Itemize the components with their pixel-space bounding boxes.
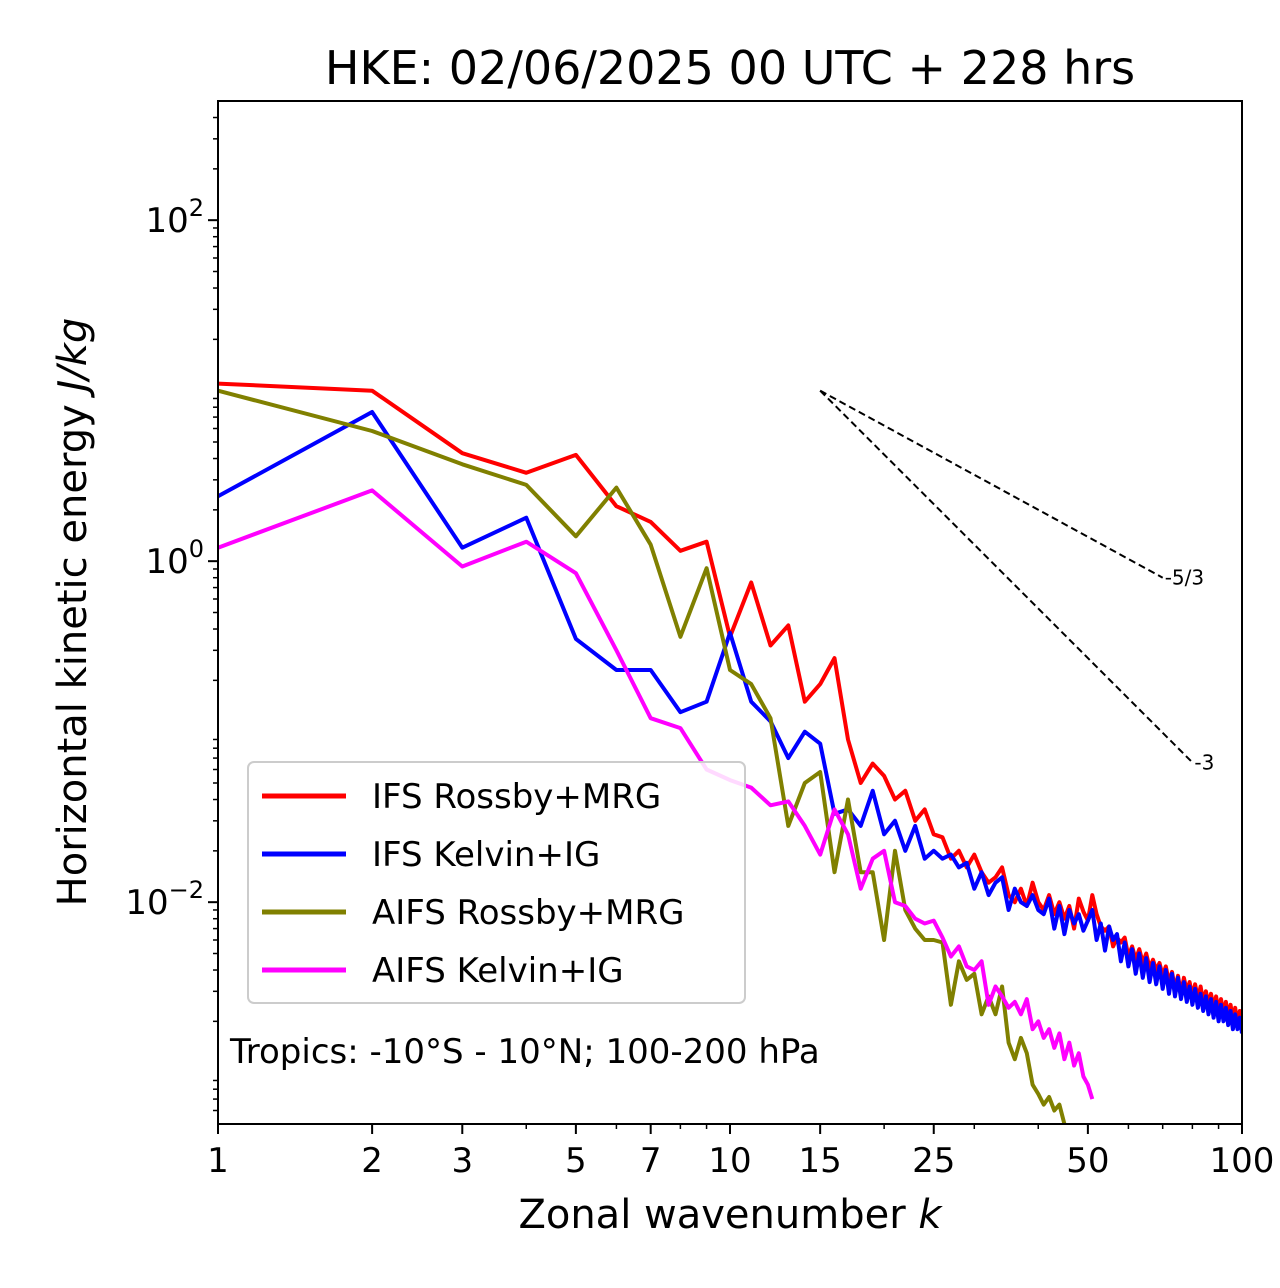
legend: IFS Rossby+MRG IFS Kelvin+IG AIFS Rossby+M… bbox=[247, 761, 746, 1004]
y-tick-label-2: 102 bbox=[145, 194, 204, 241]
reference-label-3: -3 bbox=[1194, 750, 1214, 774]
x-tick-label-100: 100 bbox=[1210, 1141, 1275, 1181]
reference-lines: -5/3 -3 bbox=[819, 389, 1214, 774]
region-annotation: Tropics: -10°S - 10°N; 100-200 hPa bbox=[229, 1032, 820, 1072]
x-tick-label-7: 7 bbox=[640, 1141, 662, 1181]
legend-label-ifs-kelvin-ig: IFS Kelvin+IG bbox=[372, 835, 600, 875]
legend-label-aifs-rossby-mrg: AIFS Rossby+MRG bbox=[372, 893, 684, 933]
x-tick-label-2: 2 bbox=[361, 1141, 383, 1181]
legend-box bbox=[247, 761, 746, 1004]
y-tick-base: 10 bbox=[145, 542, 188, 582]
y-tick-exponent: 2 bbox=[189, 194, 204, 222]
x-axis-label-main: Zonal wavenumber bbox=[518, 1192, 918, 1238]
y-tick-base: 10 bbox=[125, 883, 168, 923]
x-tick-label-15: 15 bbox=[799, 1141, 842, 1181]
legend-items: IFS Rossby+MRG IFS Kelvin+IG AIFS Rossby+M… bbox=[262, 777, 684, 991]
x-axis-ticks: 1 2 3 5 7 10 15 25 50 100 bbox=[207, 1124, 1274, 1181]
y-tick-base: 10 bbox=[145, 201, 188, 241]
y-tick-exponent: −2 bbox=[169, 876, 204, 904]
chart-title: HKE: 02/06/2025 00 UTC + 228 hrs bbox=[325, 41, 1135, 95]
y-tick-exponent: 0 bbox=[189, 535, 204, 563]
y-axis-label-main: Horizontal kinetic energy bbox=[50, 392, 96, 907]
y-axis-label-italic: J/kg bbox=[50, 318, 96, 399]
x-tick-label-1: 1 bbox=[207, 1141, 229, 1181]
legend-label-ifs-rossby-mrg: IFS Rossby+MRG bbox=[372, 777, 661, 817]
y-tick-label-2: 10−2 bbox=[125, 876, 204, 923]
x-axis-label-italic: k bbox=[918, 1192, 943, 1238]
x-tick-label-50: 50 bbox=[1066, 1141, 1109, 1181]
y-tick-label-0: 100 bbox=[145, 535, 204, 582]
x-tick-label-3: 3 bbox=[451, 1141, 473, 1181]
reference-label-5-3: -5/3 bbox=[1165, 566, 1204, 590]
reference-line-5-3 bbox=[819, 389, 1164, 579]
legend-label-aifs-kelvin-ig: AIFS Kelvin+IG bbox=[372, 951, 624, 991]
x-tick-label-10: 10 bbox=[708, 1141, 751, 1181]
x-tick-label-5: 5 bbox=[565, 1141, 587, 1181]
series-line-ifs-kelvin-ig bbox=[218, 410, 1242, 1034]
series-line-aifs-rossby-mrg bbox=[218, 388, 1067, 1124]
x-axis-label: Zonal wavenumber k bbox=[518, 1192, 943, 1238]
y-axis-label: Horizontal kinetic energy J/kg bbox=[50, 318, 96, 907]
x-tick-label-25: 25 bbox=[912, 1141, 955, 1181]
